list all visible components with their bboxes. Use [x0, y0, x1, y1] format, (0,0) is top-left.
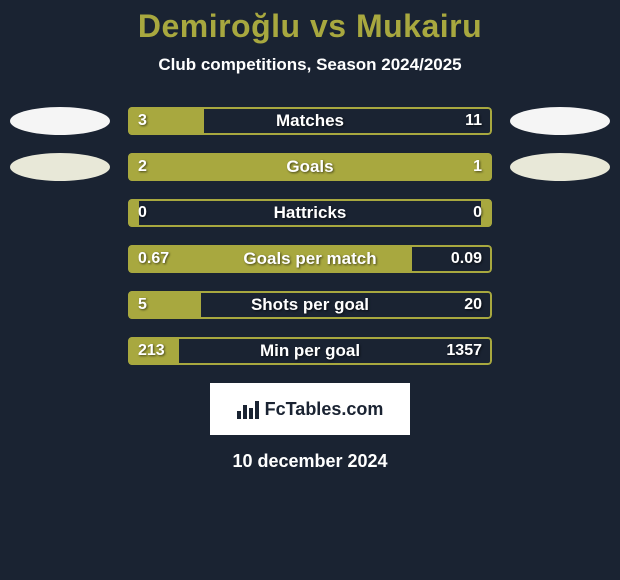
stat-value-right: 11 — [465, 112, 482, 130]
stat-value-left: 0 — [138, 204, 147, 222]
stat-value-left: 5 — [138, 296, 147, 314]
stats-rows: 3 Matches 11 2 Goals 1 0 Hattricks 0 0.67 Goals pe… — [0, 107, 620, 365]
footer-logo-text: FcTables.com — [265, 399, 384, 420]
stat-value-right: 1 — [473, 158, 482, 176]
stat-bar: 0 Hattricks 0 — [128, 199, 492, 227]
footer-logo[interactable]: FcTables.com — [210, 383, 410, 435]
stat-row: 213 Min per goal 1357 — [0, 337, 620, 365]
player-left-icon — [10, 107, 110, 135]
stat-value-right: 20 — [464, 296, 482, 314]
stat-value-right: 1357 — [446, 342, 482, 360]
stat-label: Matches — [276, 111, 344, 131]
stat-label: Goals — [286, 157, 333, 177]
stat-value-left: 0.67 — [138, 250, 169, 268]
stat-row: 2 Goals 1 — [0, 153, 620, 181]
stat-value-right: 0 — [473, 204, 482, 222]
footer-date: 10 december 2024 — [0, 451, 620, 472]
stat-value-left: 213 — [138, 342, 165, 360]
stat-bar: 2 Goals 1 — [128, 153, 492, 181]
stat-bar: 5 Shots per goal 20 — [128, 291, 492, 319]
player-right-icon — [510, 107, 610, 135]
bar-left-fill — [128, 153, 372, 181]
bar-right-fill — [481, 199, 492, 227]
bars-icon — [237, 399, 259, 419]
stat-bar: 0.67 Goals per match 0.09 — [128, 245, 492, 273]
stat-row: 5 Shots per goal 20 — [0, 291, 620, 319]
stat-label: Goals per match — [243, 249, 376, 269]
stat-value-left: 2 — [138, 158, 147, 176]
stat-label: Min per goal — [260, 341, 360, 361]
comparison-container: Demiroğlu vs Mukairu Club competitions, … — [0, 0, 620, 472]
page-title: Demiroğlu vs Mukairu — [0, 8, 620, 45]
stat-bar: 3 Matches 11 — [128, 107, 492, 135]
stat-row: 3 Matches 11 — [0, 107, 620, 135]
stat-row: 0 Hattricks 0 — [0, 199, 620, 227]
stat-value-left: 3 — [138, 112, 147, 130]
stat-label: Hattricks — [274, 203, 347, 223]
player-left-icon — [10, 153, 110, 181]
stat-label: Shots per goal — [251, 295, 369, 315]
player-right-icon — [510, 153, 610, 181]
page-subtitle: Club competitions, Season 2024/2025 — [0, 55, 620, 75]
stat-row: 0.67 Goals per match 0.09 — [0, 245, 620, 273]
stat-value-right: 0.09 — [451, 250, 482, 268]
stat-bar: 213 Min per goal 1357 — [128, 337, 492, 365]
